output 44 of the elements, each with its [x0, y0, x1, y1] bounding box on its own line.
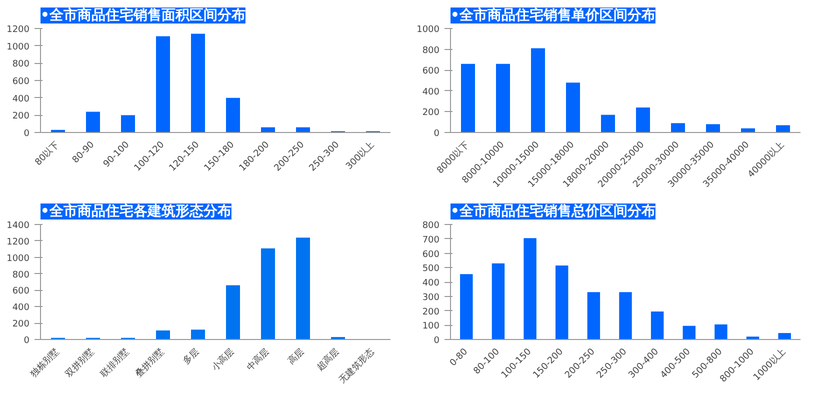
y-tick-label: 200 — [422, 108, 440, 118]
x-tick-label: 双拼别墅 — [63, 346, 97, 380]
chart-title: •全市商品住宅销售面积区间分布 — [40, 6, 246, 24]
x-tick-label: 叠拼别墅 — [133, 346, 167, 380]
y-tick-label: 300 — [422, 292, 440, 303]
chart-title: •全市商品住宅各建筑形态分布 — [40, 202, 232, 220]
y-tick-label: 0 — [24, 336, 30, 346]
y-tick-label: 1000 — [416, 25, 440, 35]
y-tick-label: 400 — [12, 94, 30, 104]
x-tick-label: 多层 — [181, 346, 202, 367]
y-tick-label: 800 — [12, 60, 30, 70]
y-tick-label: 800 — [422, 46, 440, 56]
y-tick-label: 600 — [422, 66, 440, 77]
x-tick-label: 中高层 — [244, 346, 272, 374]
x-tick-label: 80以下 — [32, 139, 62, 168]
y-tick-label: 700 — [422, 235, 440, 246]
x-tick-label: 高层 — [286, 346, 307, 367]
y-tick-label: 600 — [12, 286, 30, 297]
y-tick-label: 1400 — [6, 221, 30, 231]
y-tick-label: 400 — [12, 303, 30, 314]
y-tick-label: 0 — [434, 336, 440, 346]
y-tick-label: 0 — [24, 129, 30, 139]
y-tick-label: 400 — [422, 278, 440, 288]
y-tick-label: 800 — [422, 221, 440, 231]
y-tick-label: 200 — [12, 320, 30, 330]
x-tick-label: 小高层 — [210, 346, 237, 374]
chart-title: •全市商品住宅销售单价区间分布 — [450, 6, 656, 24]
y-tick-label: 200 — [422, 307, 440, 318]
y-tick-label: 1200 — [6, 237, 30, 248]
y-tick-label: 0 — [434, 129, 440, 139]
y-tick-label: 400 — [422, 87, 440, 98]
y-tick-label: 100 — [422, 322, 440, 332]
y-tick-label: 600 — [12, 77, 30, 87]
x-tick-label: 超高层 — [314, 346, 342, 374]
y-tick-label: 800 — [12, 270, 30, 280]
chart-title: •全市商品住宅销售总价区间分布 — [450, 202, 656, 220]
y-tick-label: 200 — [12, 112, 30, 122]
y-tick-label: 1200 — [6, 25, 30, 35]
x-tick-label: 联排别墅 — [98, 346, 132, 380]
y-tick-label: 1000 — [6, 42, 30, 52]
y-tick-label: 500 — [422, 264, 440, 274]
x-tick-label: 独栋别墅 — [28, 346, 62, 380]
y-tick-label: 600 — [422, 250, 440, 260]
y-tick-label: 1000 — [6, 254, 30, 264]
